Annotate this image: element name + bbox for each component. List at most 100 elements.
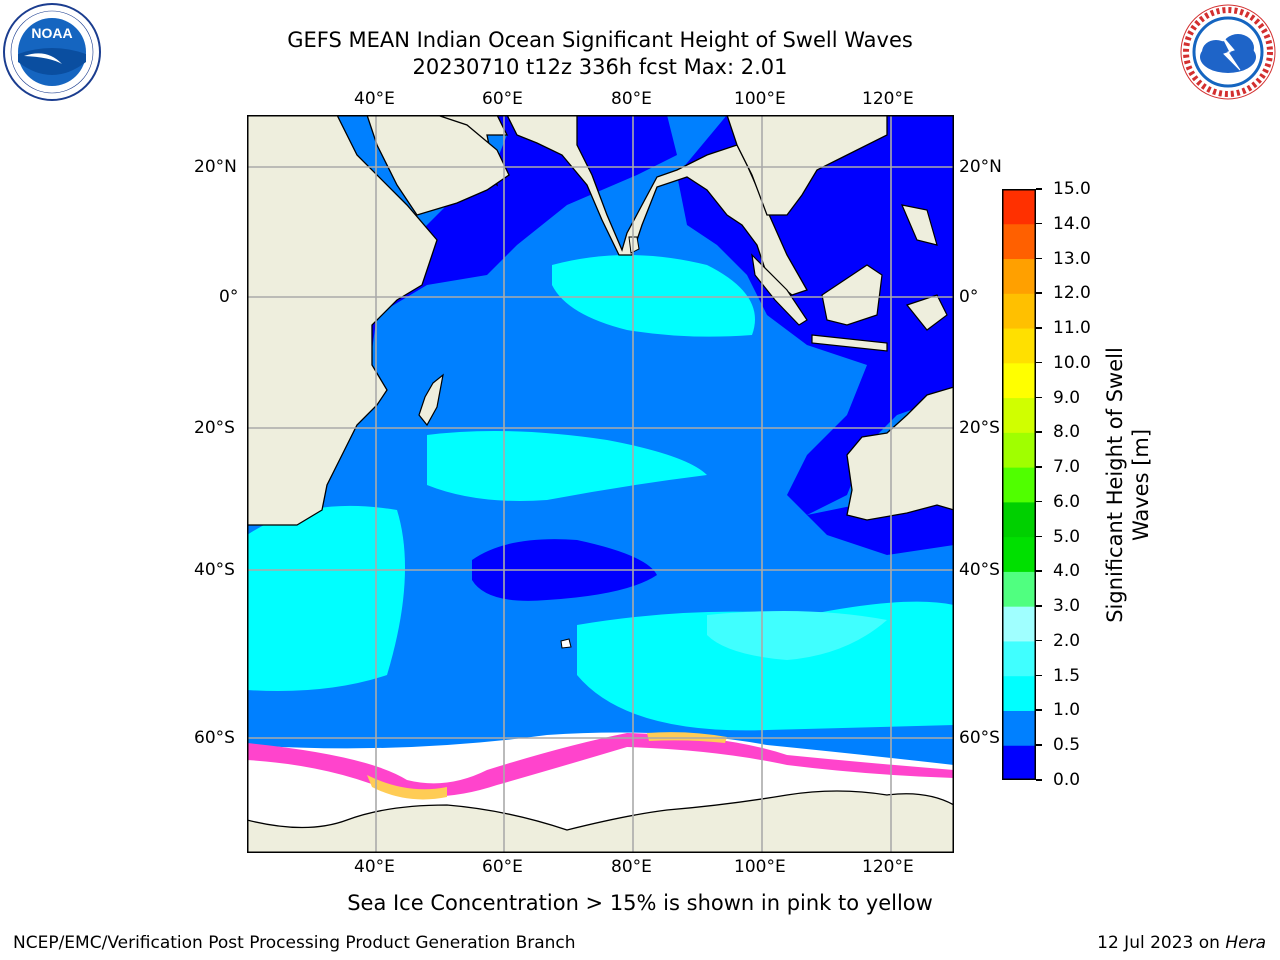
noaa-logo-text: NOAA xyxy=(31,25,72,41)
x-tick-top: 40°E xyxy=(354,89,395,109)
colorbar-segment xyxy=(1002,189,1036,225)
kerguelen-island xyxy=(560,638,572,649)
colorbar-tick-mark xyxy=(1036,674,1042,677)
x-tick-bottom: 60°E xyxy=(482,857,523,877)
y-tick-right: 20°N xyxy=(959,157,1002,177)
high-swell-region xyxy=(427,431,707,501)
colorbar-tick-mark xyxy=(1036,292,1042,294)
antarctica-landmass xyxy=(247,790,954,853)
colorbar-tick-mark xyxy=(1036,605,1042,607)
colorbar-tick-mark xyxy=(1036,222,1042,225)
colorbar-segment xyxy=(1002,710,1036,746)
x-tick-bottom: 40°E xyxy=(354,857,395,877)
noaa-logo: NOAA xyxy=(2,2,102,102)
sri-lanka xyxy=(628,236,640,254)
colorbar-tick-label: 11.0 xyxy=(1053,318,1091,339)
sea-ice-edge-yellow xyxy=(367,775,447,800)
map-panel xyxy=(247,115,954,853)
colorbar-segment xyxy=(1002,467,1036,503)
x-tick-top: 80°E xyxy=(611,89,652,109)
y-tick-right: 0° xyxy=(959,287,979,307)
colorbar-label: Significant Height of Swell Waves [m] xyxy=(1102,347,1154,623)
x-tick-top: 120°E xyxy=(862,89,914,109)
nws-logo xyxy=(1178,2,1278,102)
colorbar-tick-label: 9.0 xyxy=(1053,387,1081,408)
sulawesi xyxy=(905,294,948,331)
colorbar-segment xyxy=(1002,571,1036,607)
y-tick-right: 20°S xyxy=(959,418,1000,438)
y-tick-left: 0° xyxy=(219,287,239,307)
footer-date: 12 Jul 2023 on Hera xyxy=(1097,933,1266,953)
india-landmass xyxy=(506,115,808,296)
y-tick-right: 40°S xyxy=(959,560,1000,580)
colorbar-tick-mark xyxy=(1036,257,1042,260)
footer-host: Hera xyxy=(1225,933,1266,953)
sumatra xyxy=(751,253,808,326)
footer-date-text: 12 Jul 2023 on xyxy=(1097,933,1226,953)
arabia-landmass xyxy=(366,115,510,216)
colorbar-tick-label: 1.0 xyxy=(1053,700,1081,721)
colorbar-segment xyxy=(1002,397,1036,433)
colorbar-tick-mark xyxy=(1036,466,1042,468)
colorbar-tick-mark xyxy=(1036,744,1042,746)
colorbar-tick-mark xyxy=(1036,535,1042,538)
colorbar-tick-mark xyxy=(1036,396,1042,399)
low-swell-region xyxy=(317,115,677,425)
x-tick-top: 60°E xyxy=(482,89,523,109)
colorbar-segment xyxy=(1002,501,1036,538)
borneo xyxy=(821,264,883,326)
colorbar-tick-mark xyxy=(1036,779,1042,781)
colorbar-segment xyxy=(1002,640,1036,677)
colorbar-tick-label: 13.0 xyxy=(1053,248,1091,269)
sea-ice-edge xyxy=(247,733,954,797)
colorbar-tick-label: 0.5 xyxy=(1053,735,1081,756)
colorbar-segment xyxy=(1002,536,1036,572)
java xyxy=(811,334,888,352)
colorbar-tick-mark xyxy=(1036,188,1042,190)
x-tick-bottom: 120°E xyxy=(862,857,914,877)
colorbar-tick-mark xyxy=(1036,570,1042,572)
colorbar-tick-label: 0.0 xyxy=(1053,770,1081,790)
colorbar-tick-label: 5.0 xyxy=(1053,526,1081,547)
high-swell-region xyxy=(247,505,405,691)
colorbar-tick-label: 8.0 xyxy=(1053,422,1081,443)
colorbar-tick-label: 14.0 xyxy=(1053,213,1091,234)
colorbar-segment xyxy=(1002,432,1036,468)
colorbar-segment xyxy=(1002,258,1036,294)
colorbar-tick-mark xyxy=(1036,361,1042,364)
y-tick-left: 40°S xyxy=(194,560,235,580)
y-tick-right: 60°S xyxy=(959,728,1000,748)
colorbar-tick-mark xyxy=(1036,431,1042,433)
colorbar-tick-label: 2.0 xyxy=(1053,630,1081,651)
x-tick-top: 100°E xyxy=(734,89,786,109)
colorbar-label-line1: Significant Height of Swell xyxy=(1103,347,1127,623)
colorbar-tick-label: 15.0 xyxy=(1053,179,1091,199)
colorbar-frame xyxy=(1002,189,1036,780)
colorbar-tick-label: 4.0 xyxy=(1053,561,1081,582)
colorbar-tick-mark xyxy=(1036,639,1042,642)
colorbar-tick-label: 3.0 xyxy=(1053,596,1081,617)
colorbar-tick-mark xyxy=(1036,327,1042,329)
colorbar-label-line2: Waves [m] xyxy=(1129,428,1153,542)
colorbar-segment xyxy=(1002,223,1036,260)
high-swell-region xyxy=(552,255,755,337)
colorbar-tick-label: 1.5 xyxy=(1053,665,1081,686)
colorbar-segment xyxy=(1002,328,1036,364)
chart-subtitle: 20230710 t12z 336h fcst Max: 2.01 xyxy=(412,55,788,79)
x-tick-bottom: 100°E xyxy=(734,857,786,877)
colorbar-tick-label: 10.0 xyxy=(1053,352,1091,373)
se-asia-landmass xyxy=(726,115,888,216)
colorbar-segment xyxy=(1002,293,1036,329)
colorbar-tick-label: 7.0 xyxy=(1053,457,1081,478)
colorbar-tick-label: 6.0 xyxy=(1053,491,1081,512)
chart-title: GEFS MEAN Indian Ocean Significant Heigh… xyxy=(287,28,913,52)
colorbar-segment xyxy=(1002,606,1036,642)
higher-swell-patch xyxy=(707,611,887,660)
philippines xyxy=(900,204,938,246)
madagascar xyxy=(418,373,444,427)
x-tick-bottom: 80°E xyxy=(611,857,652,877)
colorbar-tick-mark xyxy=(1036,500,1042,503)
colorbar-segment xyxy=(1002,362,1036,399)
y-tick-left: 20°N xyxy=(194,157,237,177)
sea-ice-caption: Sea Ice Concentration > 15% is shown in … xyxy=(347,891,933,915)
